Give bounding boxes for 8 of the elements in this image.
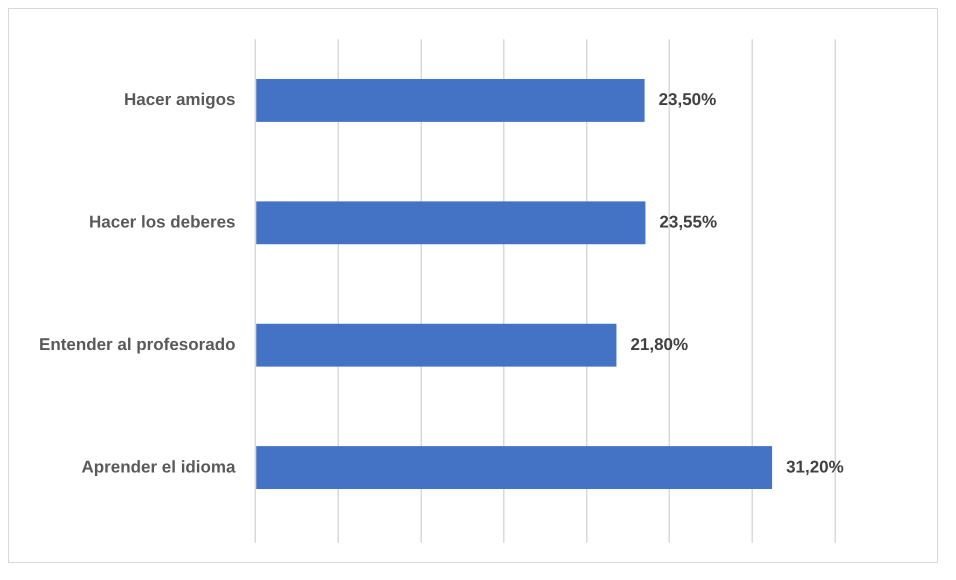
data-label: 31,20%	[786, 457, 844, 476]
y-tick-label: Aprender el idioma	[81, 457, 236, 476]
data-label: 23,50%	[658, 90, 716, 110]
data-label: 21,80%	[630, 334, 688, 354]
data-label: 23,55%	[659, 212, 718, 232]
y-tick-label: Hacer los deberes	[89, 212, 236, 232]
y-tick-label: Hacer amigos	[124, 90, 236, 110]
y-tick-label: Entender al profesorado	[38, 334, 236, 354]
